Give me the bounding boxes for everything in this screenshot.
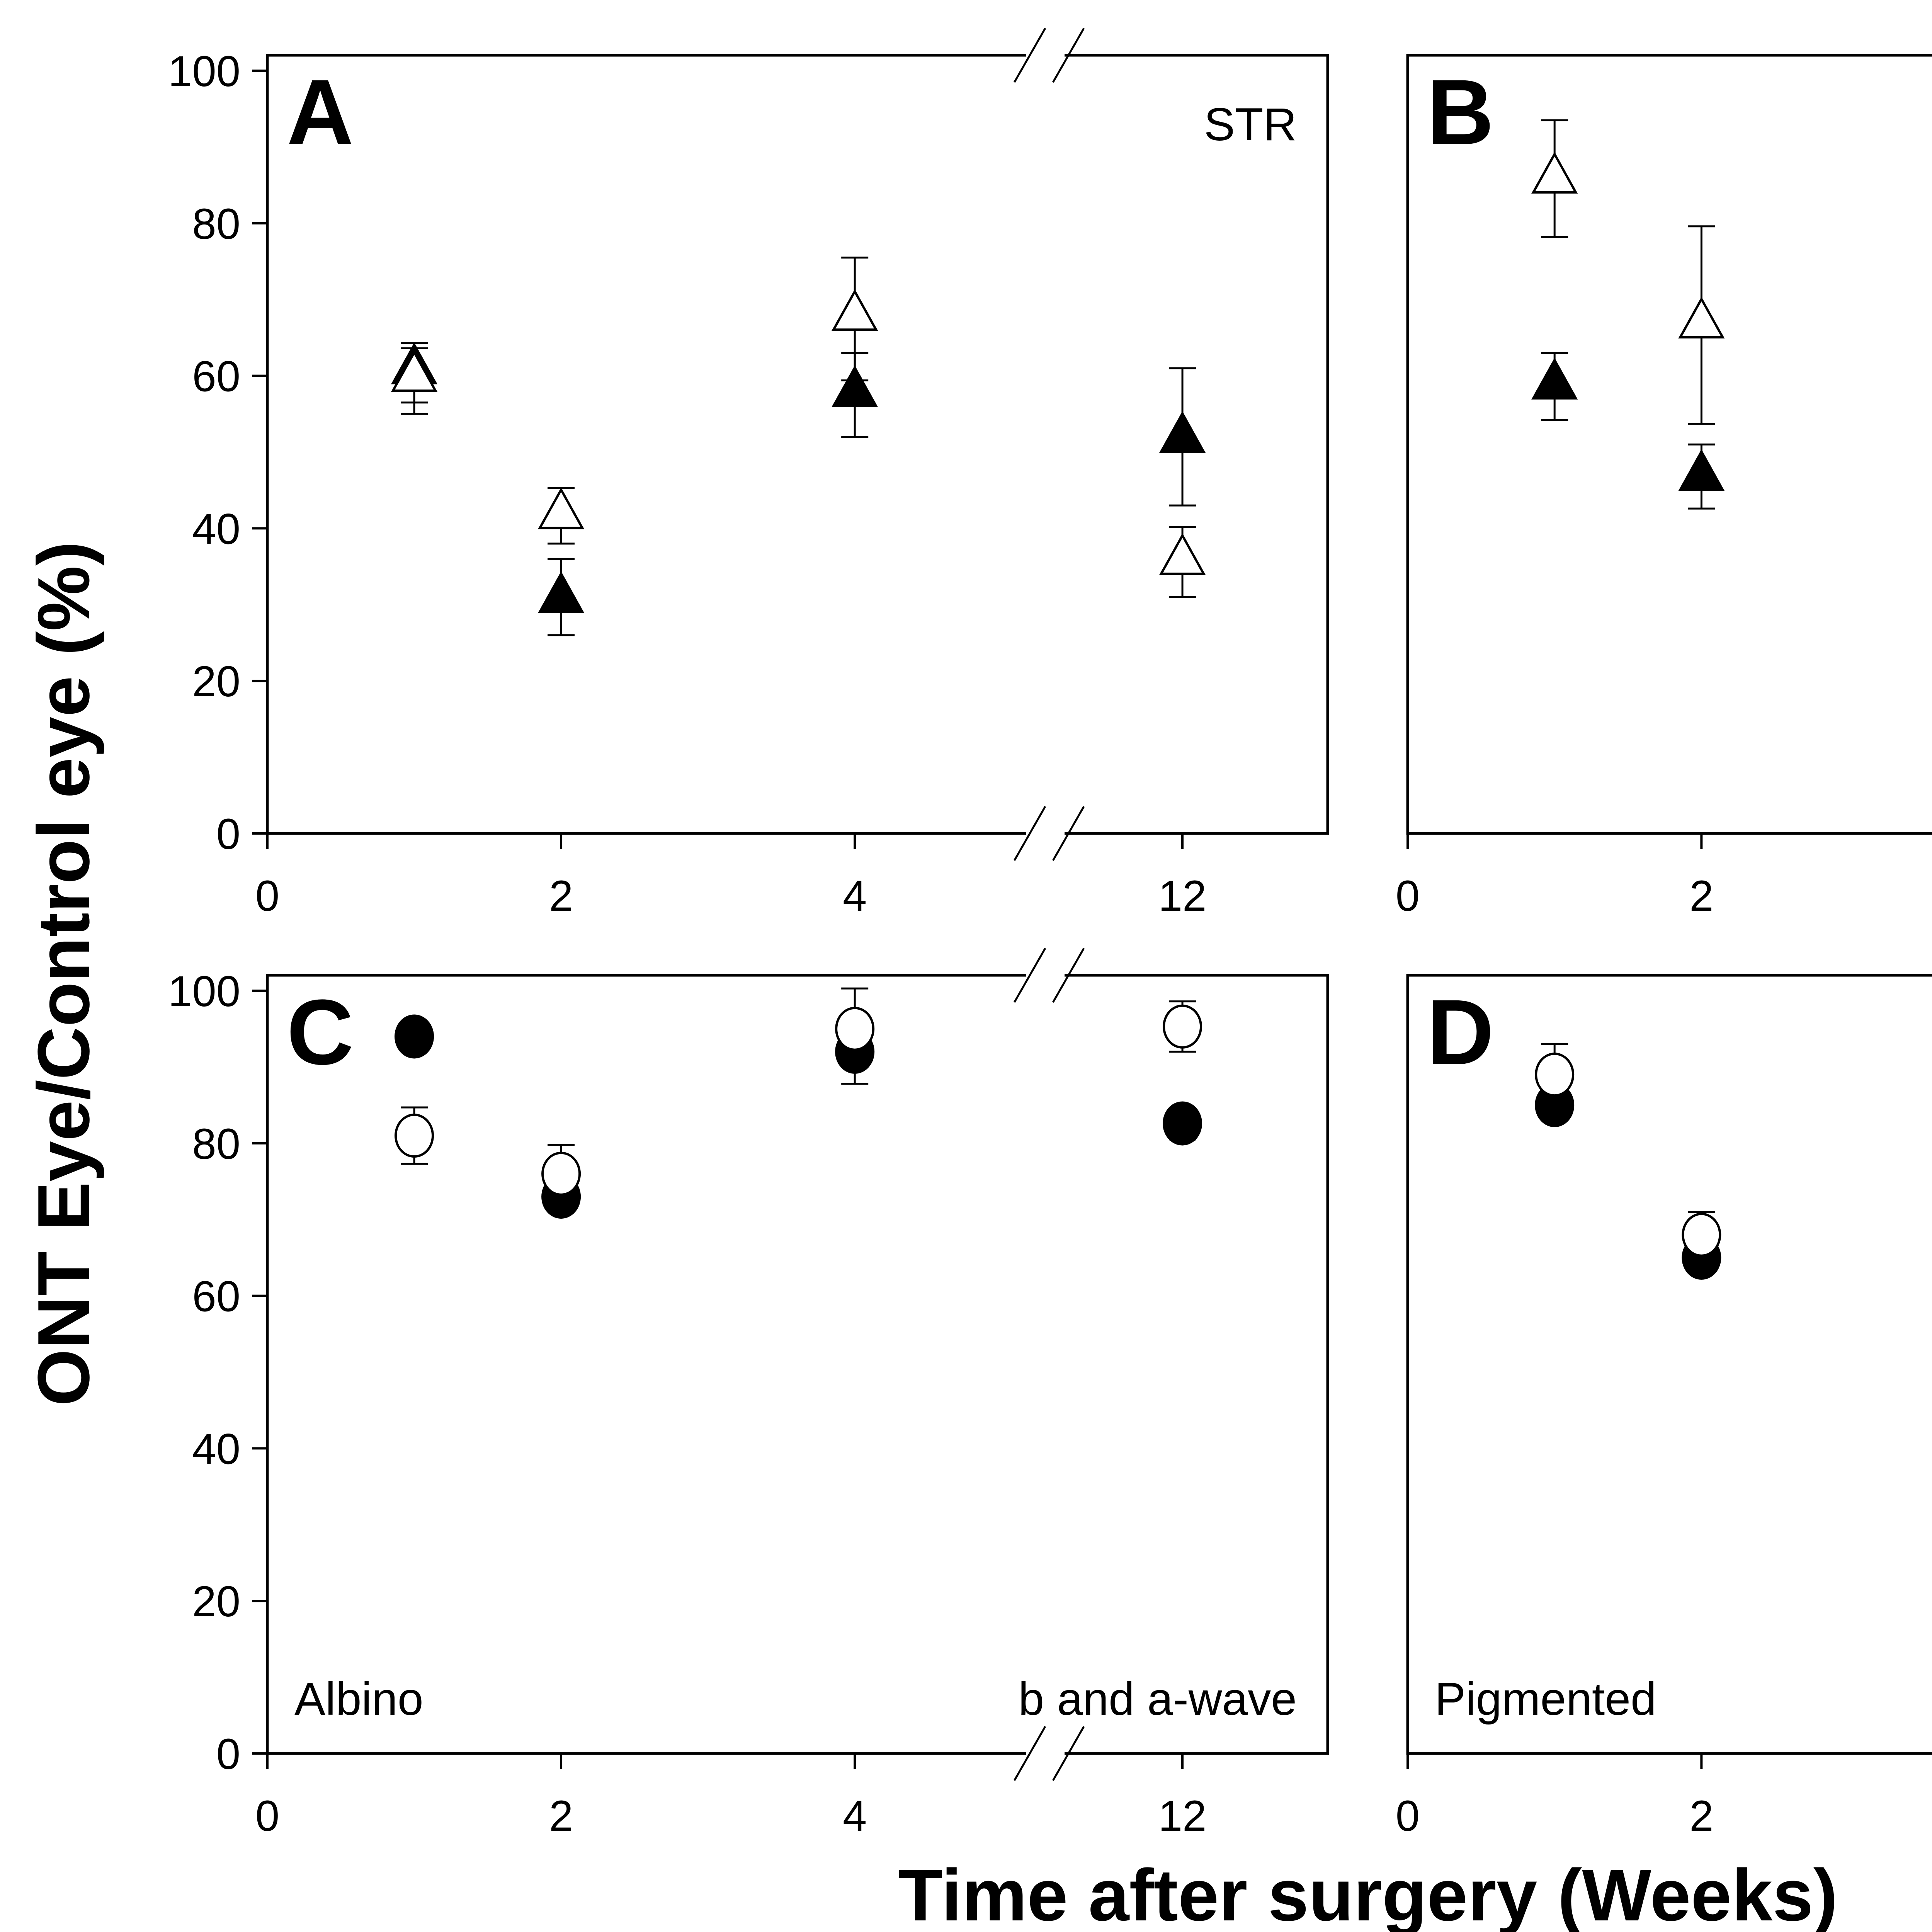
annotation-bottom-right: b and a-wave bbox=[1019, 1673, 1297, 1725]
panel-letter: B bbox=[1427, 60, 1494, 164]
y-axis-title: ONT Eye/Control eye (%) bbox=[23, 541, 105, 1406]
plot-frame bbox=[1406, 54, 1932, 835]
y-tick-label: 0 bbox=[216, 810, 240, 858]
x-tick-label: 12 bbox=[1158, 872, 1207, 920]
data-point-open bbox=[537, 487, 585, 529]
data-point-open bbox=[1163, 1004, 1202, 1049]
data-point-open bbox=[395, 1114, 434, 1158]
y-tick-label: 60 bbox=[192, 1272, 240, 1321]
data-point-filled bbox=[395, 1014, 434, 1059]
data-point-open bbox=[1531, 151, 1578, 194]
y-tick-label: 80 bbox=[192, 1120, 240, 1168]
x-tick-label: 2 bbox=[549, 1792, 573, 1840]
x-tick-label: 0 bbox=[255, 872, 279, 920]
axis-break-mark bbox=[1013, 806, 1046, 861]
data-point-open bbox=[1535, 1053, 1575, 1097]
panel-letter: C bbox=[287, 980, 354, 1084]
annotation-bottom-left: Albino bbox=[294, 1673, 423, 1725]
x-tick-label: 4 bbox=[843, 872, 867, 920]
plot-frame bbox=[266, 974, 1329, 1755]
x-tick-label: 12 bbox=[1158, 1792, 1207, 1840]
x-tick-label: 2 bbox=[1689, 1792, 1713, 1840]
y-tick-label: 60 bbox=[192, 352, 240, 401]
axis-break-mark bbox=[1013, 947, 1046, 1003]
y-tick-label: 20 bbox=[192, 657, 240, 706]
data-point-open bbox=[835, 1007, 875, 1051]
x-axis-title: Time after surgery (Weeks) bbox=[898, 1854, 1838, 1932]
data-point-open bbox=[1159, 533, 1206, 575]
y-tick-label: 40 bbox=[192, 1425, 240, 1473]
axis-break-mark bbox=[1052, 1726, 1085, 1781]
x-tick-label: 0 bbox=[1396, 872, 1420, 920]
annotation-top-right: STR bbox=[1204, 99, 1297, 150]
data-point-open bbox=[391, 350, 438, 392]
data-point-filled bbox=[537, 571, 585, 613]
y-tick-label: 20 bbox=[192, 1577, 240, 1626]
x-tick-label: 0 bbox=[1396, 1792, 1420, 1840]
y-tick-label: 100 bbox=[168, 47, 240, 95]
axis-break-mark bbox=[1052, 27, 1085, 83]
annotation-bottom-left: Pigmented bbox=[1435, 1673, 1656, 1725]
plot-frame bbox=[1406, 974, 1932, 1755]
plot-frame bbox=[266, 54, 1329, 835]
data-point-filled bbox=[1159, 411, 1206, 453]
data-point-open bbox=[1678, 296, 1725, 338]
x-tick-label: 2 bbox=[549, 872, 573, 920]
data-point-filled bbox=[1531, 357, 1578, 400]
panel-letter: A bbox=[287, 60, 354, 164]
data-point-open bbox=[1682, 1213, 1721, 1257]
axis-break-mark bbox=[1013, 27, 1046, 83]
data-point-open bbox=[832, 289, 878, 331]
data-point-open bbox=[541, 1151, 581, 1196]
y-tick-label: 40 bbox=[192, 505, 240, 553]
axis-break-mark bbox=[1052, 806, 1085, 861]
panel-letter: D bbox=[1427, 980, 1494, 1084]
panel-b: 02412020406080100BSTR bbox=[1396, 54, 1932, 920]
axis-break-mark bbox=[1052, 947, 1085, 1003]
axis-break-mark bbox=[1013, 1726, 1046, 1781]
data-point-filled bbox=[832, 365, 878, 407]
y-tick-label: 80 bbox=[192, 200, 240, 248]
x-tick-label: 0 bbox=[255, 1792, 279, 1840]
x-tick-label: 4 bbox=[843, 1792, 867, 1840]
x-tick-label: 2 bbox=[1689, 872, 1713, 920]
data-point-filled bbox=[1678, 449, 1725, 491]
y-tick-label: 100 bbox=[168, 967, 240, 1015]
data-point-filled bbox=[1163, 1101, 1202, 1146]
panel-d: 02412020406080100DPigmentedb and a-wave bbox=[1396, 974, 1932, 1840]
y-tick-label: 0 bbox=[216, 1730, 240, 1778]
